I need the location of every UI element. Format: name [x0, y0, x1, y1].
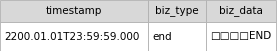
Text: end: end — [152, 32, 172, 42]
Text: timestamp: timestamp — [46, 6, 102, 16]
Bar — [206, 0, 276, 22]
Bar — [148, 0, 206, 22]
Bar — [0, 0, 148, 22]
Text: 2200.01.01T23:59:59.000: 2200.01.01T23:59:59.000 — [4, 32, 139, 42]
Bar — [0, 22, 148, 51]
Text: biz_data: biz_data — [219, 6, 263, 16]
Bar — [148, 22, 206, 51]
Bar — [206, 22, 276, 51]
Text: □□□□END: □□□□END — [210, 32, 271, 42]
Text: biz_type: biz_type — [155, 6, 199, 16]
